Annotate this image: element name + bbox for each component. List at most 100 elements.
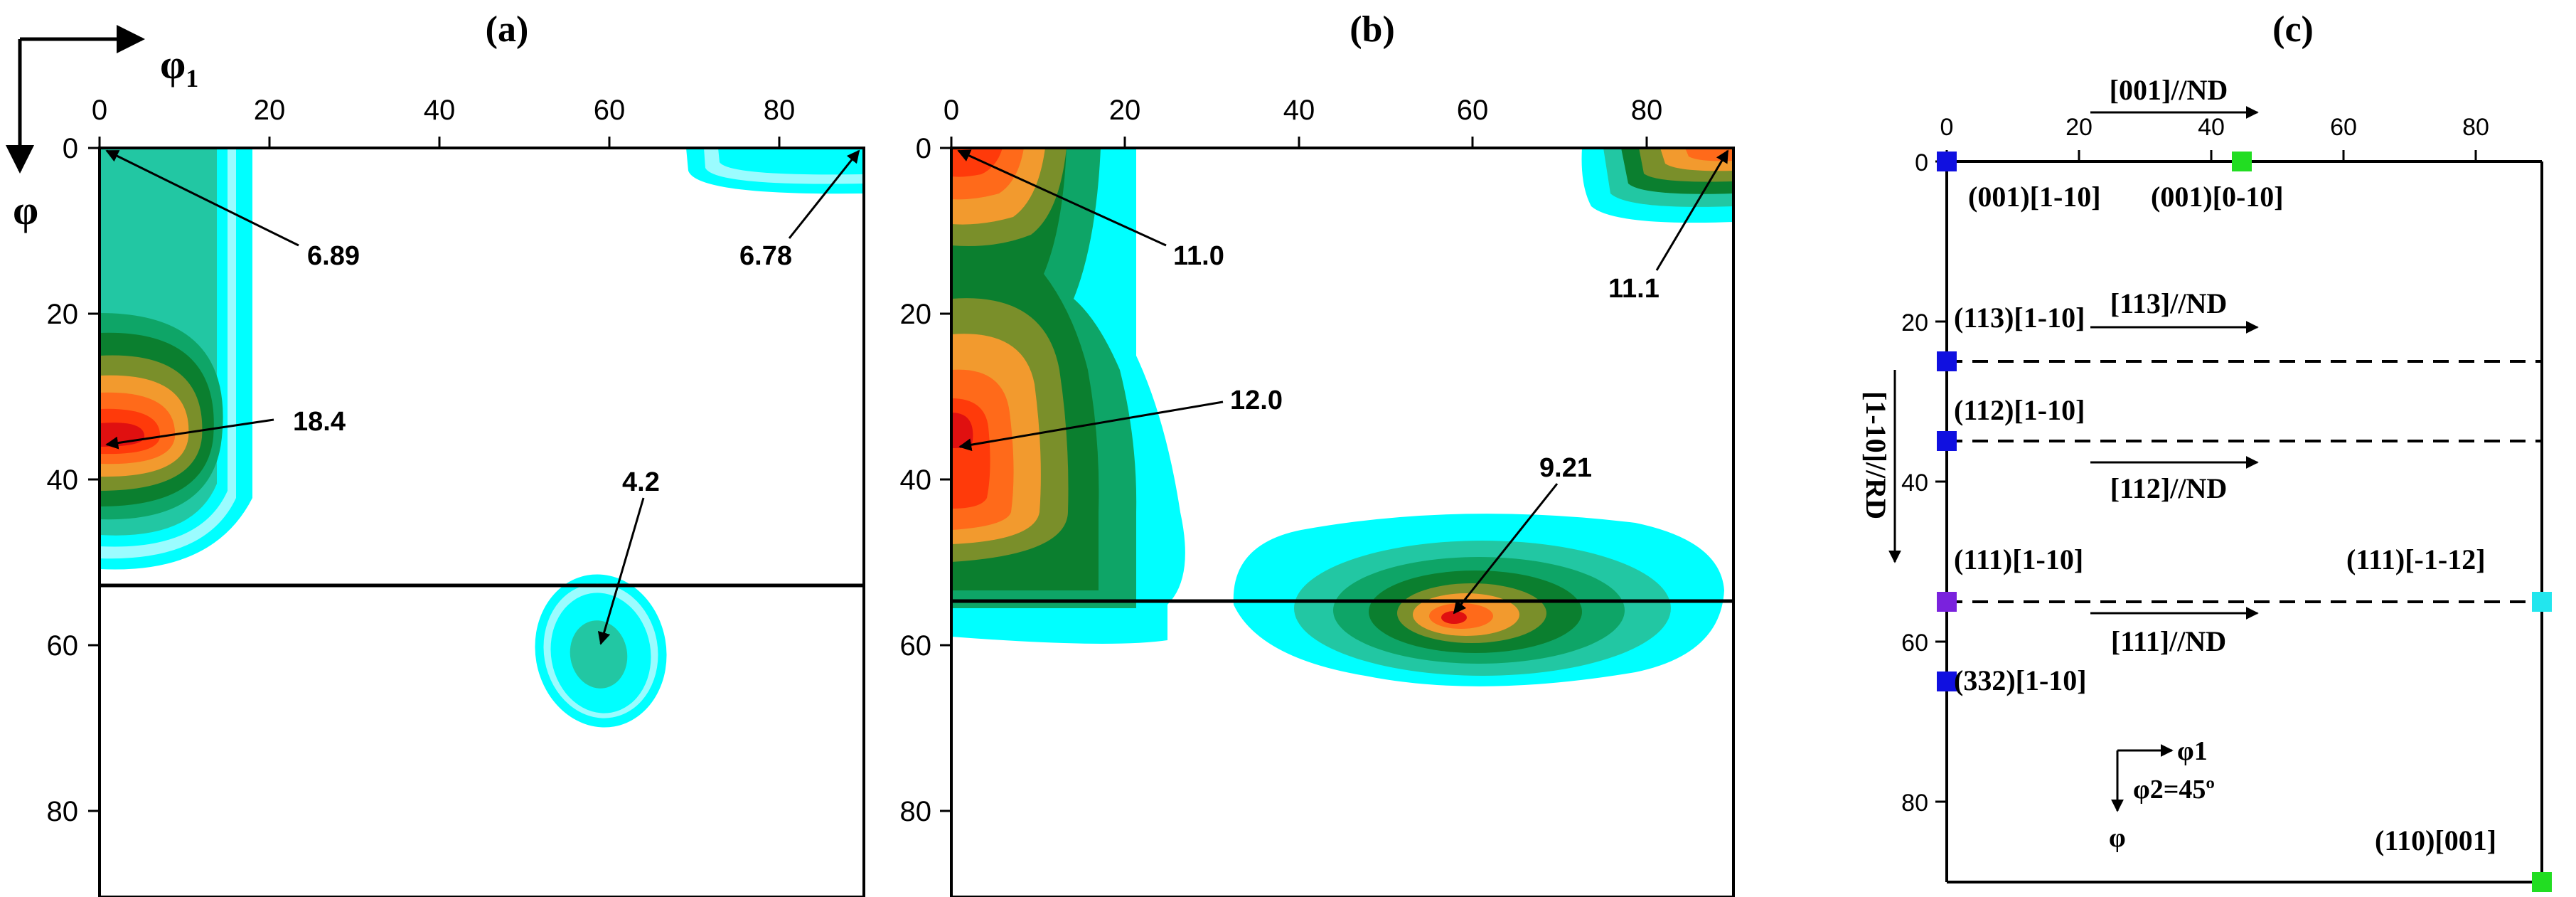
orientation-label: (111)[-1-12] xyxy=(2346,543,2486,575)
fiber-label-113: [113]//ND xyxy=(2110,287,2227,319)
y-tick-label: 20 xyxy=(1901,309,1928,336)
marker-111-1-1-12 xyxy=(2532,592,2552,612)
orientation-label: (111)[1-10] xyxy=(1954,543,2083,575)
annotation-value: 6.89 xyxy=(307,241,360,271)
x-ticks-c: 0 20 40 60 80 xyxy=(1940,114,2489,161)
odf-panel-b: (b) xyxy=(900,9,1735,897)
marker-112-1-10 xyxy=(1937,431,1957,451)
marker-001-0-10 xyxy=(2232,152,2252,171)
annotation-arrow xyxy=(957,149,1167,247)
y-tick-label: 80 xyxy=(1901,790,1928,817)
x-tick-label: 80 xyxy=(1631,95,1663,126)
annotation-value: 18.4 xyxy=(293,407,346,437)
plot-frame-a xyxy=(98,147,865,897)
annotation-value: 4.2 xyxy=(622,467,660,497)
y-tick-label: 20 xyxy=(900,299,932,330)
contour-b-mid-peak xyxy=(1441,611,1467,624)
y-tick-label: 80 xyxy=(47,796,79,827)
orientation-label: (332)[1-10] xyxy=(1954,664,2087,696)
annotation-arrow xyxy=(105,418,274,450)
panel-label-c: (c) xyxy=(2272,9,2314,50)
panel-label-b: (b) xyxy=(1350,9,1395,50)
phi1-axis-label: φ1 xyxy=(160,41,198,92)
y-tick-label: 60 xyxy=(1901,630,1928,657)
x-tick-label: 40 xyxy=(1283,95,1315,126)
x-tick-label: 80 xyxy=(2462,114,2489,141)
y-tick-label: 80 xyxy=(900,796,932,827)
y-tick-label: 0 xyxy=(1915,149,1928,176)
annotation-arrow xyxy=(958,400,1224,452)
fiber-labels: [001]//ND [113]//ND [112]//ND [111]//ND xyxy=(2090,74,2259,657)
contour-a-c-l3 xyxy=(570,620,628,689)
y-tick-label: 0 xyxy=(63,133,78,164)
schematic-panel-c: (c) 0 20 40 60 80 0 20 40 60 xyxy=(1860,9,2552,892)
marker-001-1-10 xyxy=(1937,152,1957,171)
fiber-label-111: [111]//ND xyxy=(2111,625,2226,657)
annotation-arrow xyxy=(105,149,299,247)
x-tick-label: 60 xyxy=(1457,95,1489,126)
annotation-value: 11.1 xyxy=(1608,274,1660,304)
x-tick-label: 40 xyxy=(424,95,456,126)
contours-b xyxy=(951,148,1733,686)
x-tick-label: 20 xyxy=(1109,95,1141,126)
annotation-arrow xyxy=(1655,149,1729,271)
annotations-a: 6.89 6.78 18.4 4.2 xyxy=(105,149,860,645)
legend-phi-label: φ xyxy=(2109,823,2126,853)
contour-a-tr-l2 xyxy=(718,148,864,175)
x-tick-label: 0 xyxy=(92,95,107,126)
annotation-arrow xyxy=(1453,483,1559,615)
contours-a xyxy=(100,148,864,728)
x-tick-label: 20 xyxy=(254,95,286,126)
x-tick-label: 60 xyxy=(594,95,626,126)
orientation-label: (001)[0-10] xyxy=(2151,181,2284,213)
annotation-value: 11.0 xyxy=(1173,241,1224,271)
plot-frame-b xyxy=(950,147,1735,897)
fiber-lines xyxy=(1947,360,2542,603)
legend-phi1-label: φ1 xyxy=(2177,736,2208,766)
x-tick-label: 80 xyxy=(764,95,796,126)
fiber-label-001: [001]//ND xyxy=(2110,74,2228,106)
euler-angle-legend: φ1 φ2=45º φ xyxy=(2109,736,2215,853)
rd-axis-indicator: [1-10]//RD xyxy=(1860,370,1901,563)
x-tick-label: 0 xyxy=(944,95,959,126)
x-tick-label: 60 xyxy=(2330,114,2357,141)
annotation-arrow xyxy=(597,497,645,645)
y-ticks-b: 0 20 40 60 80 xyxy=(900,133,951,827)
marker-332-1-10 xyxy=(1937,672,1957,691)
x-tick-label: 0 xyxy=(1940,114,1954,141)
y-ticks-a: 0 20 40 60 80 xyxy=(47,133,100,827)
odf-panel-a: (a) xyxy=(47,9,865,897)
marker-111-1-10 xyxy=(1937,592,1957,612)
orientation-label: (113)[1-10] xyxy=(1954,302,2085,334)
annotation-value: 12.0 xyxy=(1230,386,1283,415)
y-tick-label: 20 xyxy=(47,299,79,330)
y-tick-label: 40 xyxy=(47,465,79,496)
orientation-label: (112)[1-10] xyxy=(1954,394,2085,426)
x-tick-label: 40 xyxy=(2198,114,2225,141)
orientation-label: (110)[001] xyxy=(2375,824,2496,856)
orientation-label: (001)[1-10] xyxy=(1968,181,2101,213)
marker-113-1-10 xyxy=(1937,351,1957,371)
x-ticks-b: 0 20 40 60 80 xyxy=(944,95,1662,148)
annotation-value: 6.78 xyxy=(739,241,792,271)
annotation-arrow xyxy=(788,149,860,239)
axis-corner: φ1 φ xyxy=(6,25,198,233)
fiber-label-112: [112]//ND xyxy=(2110,472,2227,504)
y-tick-label: 40 xyxy=(1901,469,1928,497)
marker-110-001 xyxy=(2532,872,2552,892)
x-ticks-a: 0 20 40 60 80 xyxy=(92,95,795,148)
x-tick-label: 20 xyxy=(2065,114,2093,141)
y-tick-label: 40 xyxy=(900,465,932,496)
legend-phi2-label: φ2=45º xyxy=(2133,775,2215,805)
y-ticks-c: 0 20 40 60 80 xyxy=(1901,149,1947,817)
annotations-b: 11.0 11.1 12.0 9.21 xyxy=(957,149,1729,615)
y-tick-label: 60 xyxy=(47,630,79,662)
annotation-value: 9.21 xyxy=(1539,453,1592,483)
y-tick-label: 0 xyxy=(916,133,931,164)
orientation-labels: (001)[1-10] (001)[0-10] (113)[1-10] (112… xyxy=(1954,181,2496,856)
orientation-markers xyxy=(1937,152,2552,892)
panel-label-a: (a) xyxy=(486,9,529,50)
rd-label: [1-10]//RD xyxy=(1860,391,1892,519)
phi-axis-label: φ xyxy=(13,187,38,233)
